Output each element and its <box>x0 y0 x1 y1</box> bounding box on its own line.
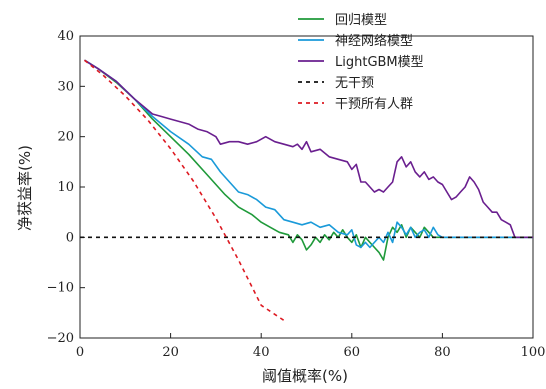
series-line <box>84 59 533 239</box>
legend-label: 回归模型 <box>335 13 387 28</box>
series-line <box>83 59 285 322</box>
y-tick-label: 20 <box>57 130 74 145</box>
y-tick-label: 40 <box>57 29 74 44</box>
y-tick-label: 10 <box>57 180 74 195</box>
y-axis-title: 净获益率(%) <box>16 145 34 231</box>
series-line <box>84 59 533 249</box>
x-axis-title: 阈值概率(%) <box>262 367 348 385</box>
series-lines <box>80 59 533 322</box>
y-tick-label: 0 <box>66 230 74 245</box>
legend-label: 神经网络模型 <box>335 33 413 49</box>
x-tick-label: 0 <box>76 345 84 360</box>
x-tick-label: 40 <box>253 345 270 360</box>
x-tick-label: 20 <box>162 345 179 360</box>
legend-label: LightGBM模型 <box>335 55 424 70</box>
x-tick-label: 100 <box>521 345 546 360</box>
x-tick-label: 60 <box>344 345 361 360</box>
series-line <box>84 59 533 261</box>
y-tick-label: −20 <box>47 331 74 346</box>
legend-label: 无干预 <box>335 76 374 91</box>
y-tick-label: 30 <box>57 79 74 94</box>
y-tick-label: −10 <box>47 281 74 296</box>
x-tick-label: 80 <box>434 345 451 360</box>
legend-label: 干预所有人群 <box>335 97 413 112</box>
